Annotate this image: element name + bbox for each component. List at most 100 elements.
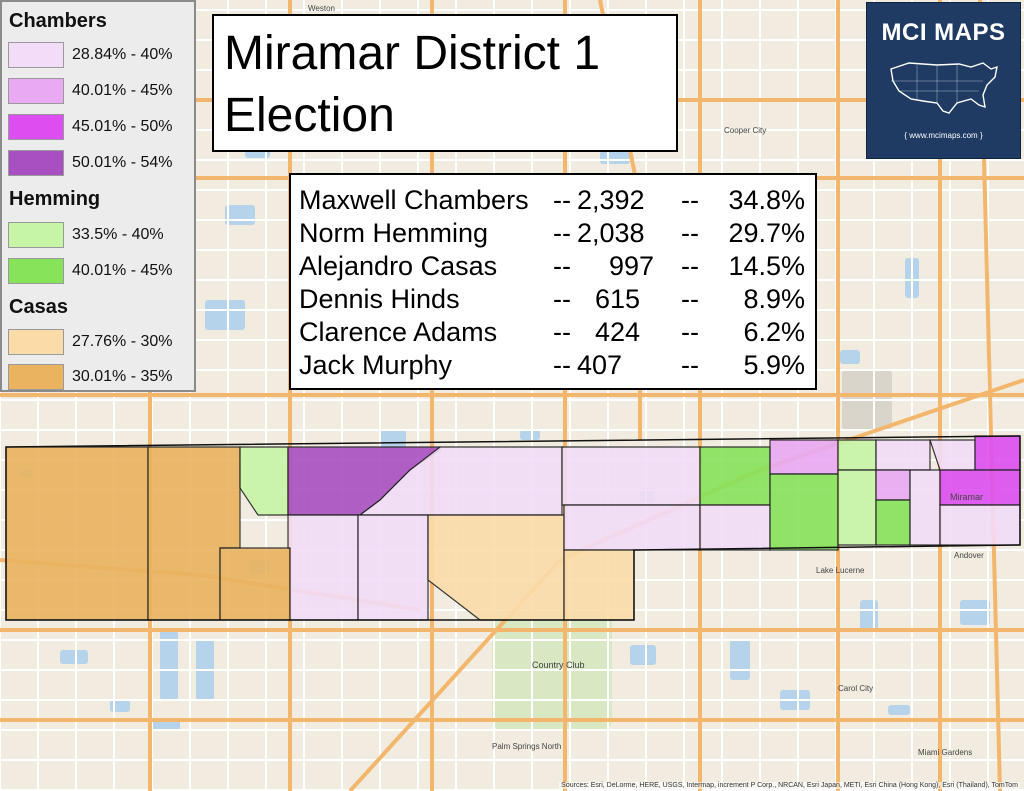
candidate-name: Alejandro Casas — [299, 251, 498, 281]
vote-percent: 6.2% — [743, 317, 805, 347]
usa-map-icon — [890, 62, 998, 114]
precinct — [357, 514, 429, 621]
legend-label: 33.5% - 40% — [72, 226, 164, 243]
separator: -- — [553, 317, 571, 347]
vote-count: 2,038 — [577, 218, 645, 248]
legend-item: 33.5% - 40% — [8, 222, 194, 248]
separator: -- — [681, 251, 699, 281]
logo-url: { www.mcimaps.com } — [904, 131, 983, 140]
legend-title-hemming: Hemming — [9, 188, 101, 210]
mci-maps-logo: MCI MAPS { www.mcimaps.com } — [866, 2, 1021, 159]
candidate-name: Jack Murphy — [299, 350, 453, 380]
precinct — [287, 514, 359, 621]
vote-percent: 14.5% — [728, 251, 805, 281]
map-title-line-2: Election — [224, 89, 395, 142]
district-boundary — [5, 435, 1021, 621]
precinct — [909, 469, 941, 546]
legend-label: 45.01% - 50% — [72, 118, 173, 135]
map-label: Miami Gardens — [918, 748, 973, 757]
logo-title: MCI MAPS — [881, 19, 1006, 46]
legend-title-chambers: Chambers — [9, 10, 107, 32]
water-body — [205, 300, 245, 330]
legend-label: 27.76% - 30% — [72, 333, 173, 350]
vote-count: 615 — [595, 284, 641, 314]
map-label: Cooper City — [724, 126, 767, 135]
precinct — [837, 439, 877, 471]
vote-count: 424 — [595, 317, 641, 347]
legend-item: 30.01% - 35% — [8, 364, 194, 390]
legend-swatch — [8, 42, 64, 68]
vote-percent: 5.9% — [743, 350, 805, 380]
legend-item: 28.84% - 40% — [8, 42, 194, 68]
water-body — [630, 645, 656, 665]
water-body — [380, 430, 406, 448]
legend-label: 28.84% - 40% — [72, 46, 173, 63]
separator: -- — [681, 218, 699, 248]
candidate-name: Clarence Adams — [299, 317, 498, 347]
election-results-box: Maxwell Chambers -- 2,392 -- 34.8% Norm … — [289, 173, 817, 390]
map-legend: Chambers 28.84% - 40% 40.01% - 45% 45.01… — [0, 0, 196, 392]
result-row: Alejandro Casas -- 997 -- 14.5% — [299, 251, 809, 283]
map-label: Lake Lucerne — [816, 566, 865, 575]
precinct — [239, 446, 289, 516]
result-row: Norm Hemming -- 2,038 -- 29.7% — [299, 218, 809, 250]
separator: -- — [681, 350, 699, 380]
water-body — [160, 630, 178, 700]
separator: -- — [681, 284, 699, 314]
precinct — [837, 469, 877, 546]
precinct — [561, 446, 701, 506]
map-attribution: Sources: Esri, DeLorme, HERE, USGS, Inte… — [559, 782, 1020, 789]
vote-percent: 29.7% — [728, 218, 805, 248]
separator: -- — [553, 251, 571, 281]
vote-count: 2,392 — [577, 185, 645, 215]
water-body — [225, 205, 255, 225]
water-body — [960, 600, 990, 625]
map-title-box: Miramar District 1 Election — [212, 14, 678, 152]
result-row: Clarence Adams -- 424 -- 6.2% — [299, 317, 809, 349]
precinct — [563, 549, 635, 621]
precinct — [5, 446, 149, 621]
map-label: Andover — [954, 551, 984, 560]
vote-percent: 34.8% — [728, 185, 805, 215]
precinct — [974, 435, 1021, 471]
precinct — [219, 547, 291, 621]
precinct — [699, 504, 771, 551]
water-body — [730, 640, 750, 680]
legend-label: 50.01% - 54% — [72, 154, 173, 171]
water-body — [840, 350, 860, 364]
precinct — [875, 469, 911, 501]
legend-swatch — [8, 150, 64, 176]
result-row: Dennis Hinds -- 615 -- 8.9% — [299, 284, 809, 316]
water-body — [888, 705, 910, 715]
separator: -- — [681, 317, 699, 347]
map-label: Country Club — [532, 660, 585, 670]
map-title-line-1: Miramar District 1 — [224, 27, 601, 80]
legend-swatch — [8, 364, 64, 390]
vote-count: 997 — [609, 251, 655, 281]
precinct — [699, 446, 771, 506]
legend-label: 30.01% - 35% — [72, 368, 173, 385]
water-body — [60, 650, 88, 664]
map-label: Miramar — [950, 492, 983, 502]
legend-swatch — [8, 222, 64, 248]
water-body — [600, 150, 630, 164]
water-body — [150, 720, 180, 730]
vote-count: 407 — [577, 350, 623, 380]
separator: -- — [553, 218, 571, 248]
map-label: Weston — [308, 4, 335, 13]
separator: -- — [553, 185, 571, 215]
precinct — [769, 439, 839, 475]
candidate-name: Dennis Hinds — [299, 284, 460, 314]
legend-item: 40.01% - 45% — [8, 258, 194, 284]
precinct — [769, 473, 839, 551]
legend-item: 40.01% - 45% — [8, 78, 194, 104]
vote-percent: 8.9% — [743, 284, 805, 314]
legend-swatch — [8, 114, 64, 140]
legend-swatch — [8, 329, 64, 355]
legend-swatch — [8, 78, 64, 104]
legend-label: 40.01% - 45% — [72, 262, 173, 279]
candidate-name: Norm Hemming — [299, 218, 489, 248]
separator: -- — [553, 284, 571, 314]
legend-item: 50.01% - 54% — [8, 150, 194, 176]
legend-item: 45.01% - 50% — [8, 114, 194, 140]
